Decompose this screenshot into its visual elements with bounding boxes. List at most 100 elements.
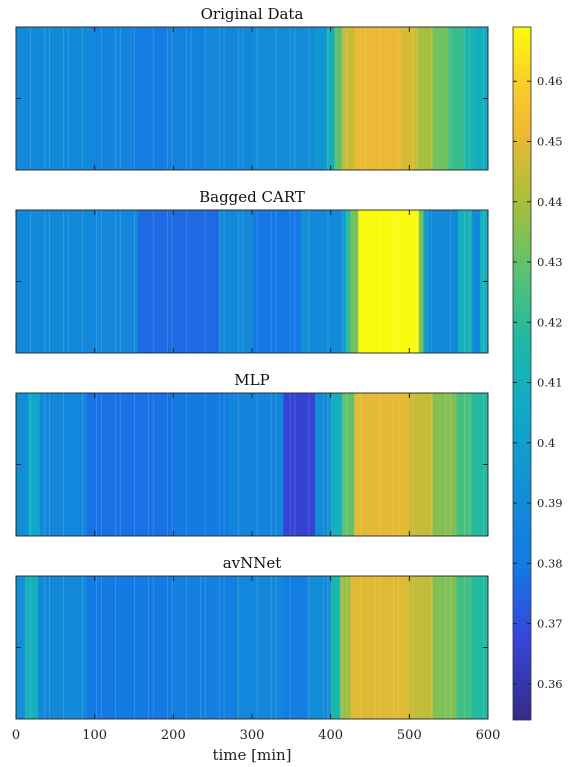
heatmap-stripe [270, 393, 272, 536]
heatmap-stripe [275, 393, 277, 536]
heatmap-stripe [398, 393, 400, 536]
heatmap-stripe [393, 576, 395, 719]
heatmap-cell [16, 210, 89, 353]
heatmap-stripe [242, 210, 244, 353]
heatmap-cell [354, 393, 410, 536]
heatmap-stripe [30, 27, 31, 170]
heatmap-stripe [148, 393, 149, 536]
panel-title: Original Data [201, 5, 304, 23]
heatmap-stripe [464, 393, 466, 536]
heatmap-cell [456, 576, 473, 719]
heatmap-stripe [308, 393, 310, 536]
heatmap-cell [283, 393, 316, 536]
heatmap-cell [418, 210, 424, 353]
heatmap-stripe [242, 27, 244, 170]
heatmap-stripe [67, 27, 69, 170]
heatmap-stripe [49, 393, 50, 536]
heatmap-stripe [44, 576, 46, 719]
heatmap-stripe [256, 27, 258, 170]
heatmap-stripe [218, 393, 220, 536]
heatmap-stripe [115, 210, 116, 353]
heatmap-stripe [204, 393, 206, 536]
heatmap-stripe [44, 210, 46, 353]
heatmap-cell [252, 27, 316, 170]
heatmap-panel: avNNet [15, 554, 489, 720]
heatmap-cell [330, 393, 343, 536]
heatmap-cell [417, 27, 434, 170]
colorbar-tick-label: 0.46 [537, 74, 563, 88]
heatmap-cell [307, 576, 331, 719]
heatmap-stripe [82, 210, 83, 353]
heatmap-stripe [341, 210, 343, 353]
heatmap-stripe [115, 393, 116, 536]
panels-group: Original Data Bagged CART MLP avNNet [15, 5, 489, 720]
heatmap-cell [342, 210, 347, 353]
heatmap-stripe [256, 393, 258, 536]
heatmap-cell [476, 27, 489, 170]
heatmap-stripe [469, 210, 470, 353]
heatmap-stripe [398, 210, 400, 353]
heatmap-stripe [237, 576, 239, 719]
heatmap-cell [314, 27, 328, 170]
heatmap-cell [432, 576, 457, 719]
heatmap-stripe [379, 393, 381, 536]
heatmap-stripe [185, 210, 187, 353]
heatmap-cell [228, 393, 284, 536]
heatmap-stripe [360, 27, 362, 170]
heatmap-stripe [327, 576, 329, 719]
heatmap-stripe [393, 393, 395, 536]
heatmap-panel: Original Data [15, 5, 489, 171]
heatmap-stripe [63, 27, 64, 170]
heatmap-stripe [134, 576, 135, 719]
heatmap-stripe [49, 27, 50, 170]
heatmap-stripe [100, 27, 102, 170]
colorbar-tick-label: 0.44 [537, 195, 563, 209]
heatmap-cell [472, 576, 489, 719]
x-axis-label: time [min] [212, 746, 291, 764]
heatmap-stripe [365, 27, 367, 170]
heatmap-stripe [134, 393, 135, 536]
heatmap-stripe [412, 576, 414, 719]
colorbar-tick-label: 0.45 [537, 134, 563, 148]
heatmap-cell [342, 27, 355, 170]
heatmap-stripe [270, 576, 272, 719]
heatmap-stripe [223, 27, 225, 170]
heatmap-stripe [171, 393, 173, 536]
heatmap-stripe [190, 27, 192, 170]
heatmap-cell [173, 393, 229, 536]
heatmap-stripe [431, 393, 433, 536]
heatmap-stripe [469, 393, 470, 536]
colorbar-tick-label: 0.36 [537, 677, 563, 691]
x-tick-label: 300 [240, 728, 265, 743]
heatmap-stripe [450, 27, 452, 170]
heatmap-stripe [450, 210, 452, 353]
heatmap-cell [409, 576, 434, 719]
heatmap-panel: MLP [15, 371, 489, 537]
heatmap-stripe [218, 27, 220, 170]
heatmap-cell [314, 393, 331, 536]
heatmap-stripe [294, 393, 296, 536]
heatmap-stripe [82, 576, 83, 719]
heatmap-cell [134, 27, 166, 170]
heatmap-stripe [308, 576, 310, 719]
heatmap-stripe [119, 210, 121, 353]
heatmap-cell [350, 576, 410, 719]
heatmap-stripe [289, 27, 291, 170]
heatmap-stripe [327, 393, 329, 536]
x-tick-label: 400 [318, 728, 343, 743]
heatmap-stripe [96, 393, 98, 536]
heatmap-stripe [148, 576, 149, 719]
heatmap-stripe [270, 210, 272, 353]
heatmap-stripe [346, 393, 348, 536]
panel-title: avNNet [223, 554, 282, 572]
heatmap-cell [308, 210, 343, 353]
heatmap-stripe [30, 393, 31, 536]
heatmap-stripe [469, 27, 470, 170]
heatmap-stripe [204, 576, 206, 719]
heatmap-stripe [393, 210, 395, 353]
heatmap-stripe [308, 27, 310, 170]
heatmap-stripe [417, 27, 418, 170]
heatmap-stripe [275, 27, 277, 170]
heatmap-stripe [152, 210, 154, 353]
heatmap-panel: Bagged CART [15, 188, 489, 354]
